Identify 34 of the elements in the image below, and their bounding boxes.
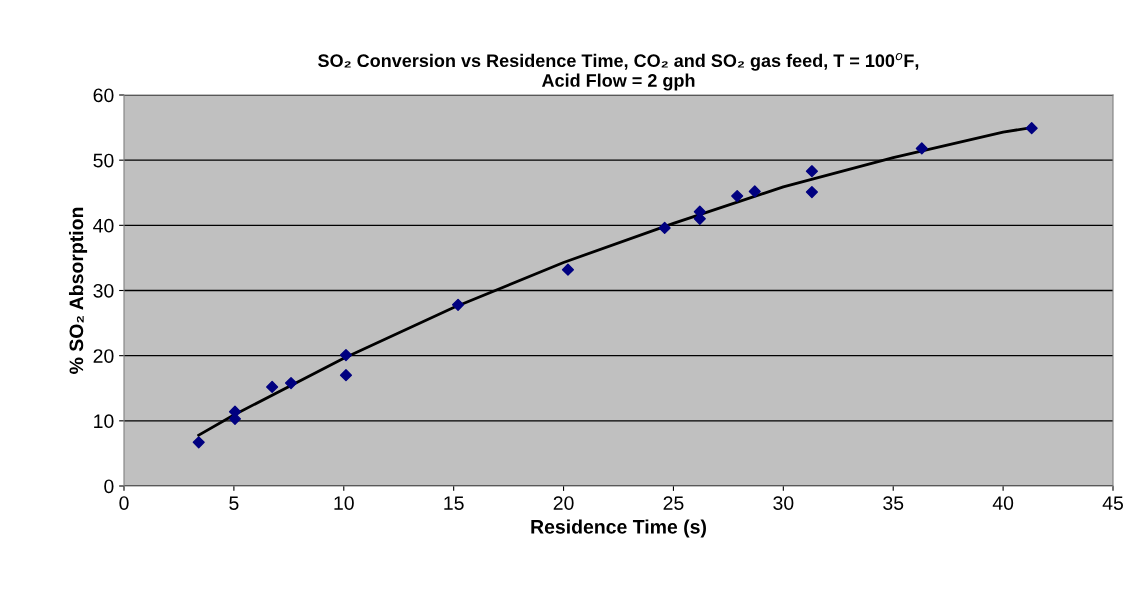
- point: [339, 369, 353, 382]
- x-tick-label: 40: [992, 496, 1014, 510]
- x-tick-label: 0: [119, 496, 129, 510]
- point: [805, 165, 818, 178]
- x-tick-label: 20: [553, 496, 574, 510]
- y-tick-label: 50: [93, 153, 114, 168]
- point: [192, 436, 205, 449]
- point: [805, 186, 818, 199]
- x-tick-label: 5: [229, 496, 239, 510]
- point: [915, 142, 928, 155]
- x-tick-label: 45: [1102, 496, 1123, 510]
- point: [451, 298, 465, 311]
- y-tick-label: 0: [104, 479, 114, 494]
- x-axis-title: Residence Time (s): [531, 519, 706, 538]
- y-tick-label: 30: [93, 283, 114, 298]
- point: [561, 263, 575, 276]
- x-tick-label: 25: [663, 496, 684, 510]
- x-tick-label: 15: [444, 496, 464, 510]
- point: [284, 376, 298, 390]
- chart-title: SO₂ Conversion vs Residence Time, CO₂ and SO₂ gas feed, T = 100$^{o}$F, Acid Flow = 2 gph: [318, 52, 919, 91]
- point: [658, 221, 671, 235]
- y-tick-label: 40: [93, 218, 114, 233]
- point: [731, 189, 744, 203]
- point: [1025, 122, 1038, 135]
- x-tick-label: 35: [883, 496, 904, 510]
- point: [266, 380, 279, 394]
- y-tick-label: 20: [93, 349, 114, 363]
- y-tick-label: 60: [93, 88, 114, 103]
- x-tick-label: 10: [334, 496, 354, 510]
- y-tick-label: 10: [94, 414, 114, 429]
- point: [748, 185, 761, 198]
- x-tick-label: 30: [773, 496, 794, 510]
- point: [339, 348, 353, 362]
- y-axis-title: % SO₂ Absorption: [68, 207, 88, 374]
